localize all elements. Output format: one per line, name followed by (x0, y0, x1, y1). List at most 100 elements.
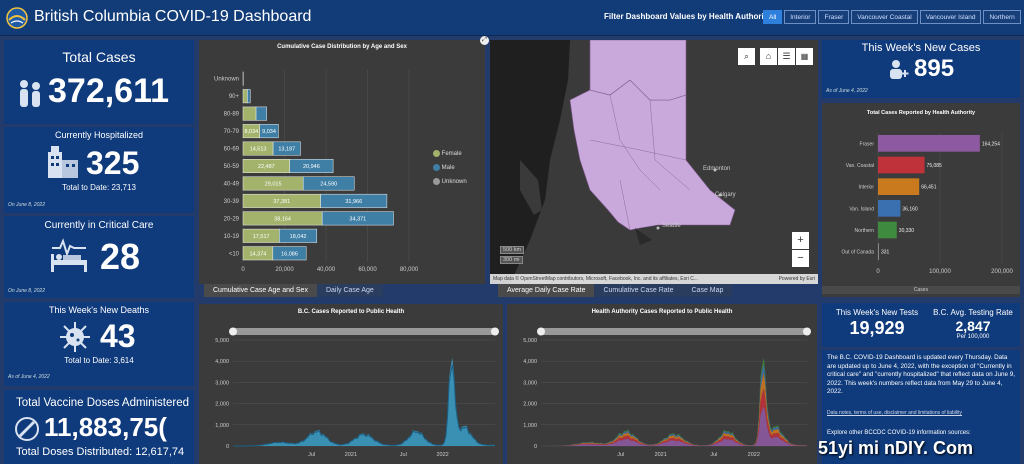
ts-y-tick: 1,000 (215, 423, 229, 429)
age-category-label: 80-89 (224, 112, 240, 118)
tab-daily-case-age[interactable]: Daily Case Age (316, 284, 383, 297)
age-bar-male (302, 176, 355, 191)
vaccine-distributed: Total Doses Distributed: 12,617,74 (16, 446, 185, 458)
new-cases-value: 895 (914, 55, 955, 82)
map-attribution: Map data © OpenStreetMap contributors, M… (490, 274, 818, 284)
age-bar-label: 38,164 (274, 216, 291, 222)
map-search-icon[interactable]: ⌕ (738, 48, 755, 65)
zoom-in-button[interactable]: + (792, 232, 809, 249)
critical-care-date: On June 8, 2022 (8, 288, 45, 294)
range-slider-handle-left (537, 327, 545, 336)
expand-icon[interactable]: ⤢ (480, 36, 489, 45)
age-chart-title: Cumulative Case Distribution by Age and … (277, 44, 407, 50)
filter-all[interactable]: All (763, 10, 783, 24)
vaccine-card: Total Vaccine Doses Administered 11,883,… (4, 390, 194, 464)
ts-x-tick: Jul (308, 452, 315, 458)
ha-chart-title: Total Cases Reported by Health Authority (866, 110, 976, 116)
age-category-label: 40-49 (224, 181, 240, 187)
ha-daily-chart-title: Health Authority Cases Reported to Publi… (591, 309, 733, 315)
tab-case-map[interactable]: Case Map (682, 284, 733, 297)
ts-y-tick: 4,000 (523, 359, 537, 365)
deaths-total: Total to Date: 3,614 (64, 356, 134, 365)
hospitalized-title: Currently Hospitalized (54, 130, 144, 140)
ha-bar-label: 36,160 (902, 206, 918, 212)
ts-y-tick: 2,000 (215, 402, 229, 408)
case-map[interactable]: Edmonton Calgary Seattle ⌕ ⌂ ☰ ▦ + − 500… (490, 40, 818, 284)
home-icon[interactable]: ⌂ (760, 48, 777, 65)
health-authority-chart-panel: Total Cases Reported by Health Authority… (822, 103, 1020, 297)
ha-bar (878, 135, 980, 152)
legend-unknown[interactable]: Unknown (433, 178, 467, 185)
age-bar-male (320, 193, 388, 208)
filter-vancouver-island[interactable]: Vancouver Island (919, 10, 982, 24)
total-cases-title: Total Cases (62, 49, 136, 65)
legend-female[interactable]: Female (433, 150, 467, 157)
filter-northern[interactable]: Northern (983, 10, 1021, 24)
map-canvas (490, 40, 818, 284)
ha-bar-label: 75,085 (927, 163, 943, 169)
filter-vancouver-coastal[interactable]: Vancouver Coastal (851, 10, 918, 24)
age-bar-label: 29,015 (265, 181, 282, 187)
ts-y-tick: 0 (226, 444, 229, 450)
health-authority-chart: 0 100,000 200,000 Fraser 164,254 Van. Coastal… (841, 133, 1014, 275)
ha-bar (878, 178, 920, 195)
info-panel: The B.C. COVID-19 Dashboard is updated e… (822, 350, 1020, 464)
zoom-out-button[interactable]: − (792, 250, 809, 267)
age-bar-male (289, 159, 334, 173)
total-cases-card: Total Cases 372,611 (4, 40, 194, 124)
vaccine-title: Total Vaccine Doses Administered (16, 397, 190, 409)
legend-male[interactable]: Male (433, 164, 467, 171)
ha-bar (878, 156, 925, 174)
age-x-tick: 80,000 (400, 267, 419, 273)
ha-category-label: Out of Canada (841, 250, 874, 256)
age-bar-label: 9,034 (262, 129, 276, 135)
page-title: British Columbia COVID-19 Dashboard (34, 8, 312, 25)
ha-bar-label: 164,254 (982, 141, 1000, 147)
filter-interior[interactable]: Interior (784, 10, 817, 24)
deaths-date: As of June 4, 2022 (8, 374, 50, 380)
age-bar-label: 14,374 (249, 251, 266, 257)
hospital-bed-icon (51, 238, 87, 272)
basemap-icon[interactable]: ▦ (796, 48, 813, 65)
legend-male-label: Male (441, 165, 455, 172)
scale-bar-mi: 300 mi (500, 256, 523, 264)
bc-7day-average-line (233, 364, 496, 447)
virus-icon (60, 322, 90, 352)
tab-cumulative-case-rate[interactable]: Cumulative Case Rate (594, 284, 683, 297)
city-label-seattle: Seattle (662, 223, 681, 229)
tab-cumulative-age-sex[interactable]: Cumulative Case Age and Sex (204, 284, 317, 297)
deaths-title: This Week's New Deaths (48, 305, 150, 315)
layer-list-icon[interactable]: ☰ (778, 48, 795, 65)
age-bar-male (247, 89, 251, 104)
age-bar-male (321, 211, 394, 226)
data-notes-link[interactable]: Data notes, terms of use, disclaimer and… (827, 410, 963, 416)
hospitalized-date: On June 8, 2022 (8, 202, 45, 208)
age-bar-label: 37,381 (273, 199, 290, 205)
range-slider-handle-right (491, 327, 499, 336)
age-bar-label: 20,946 (303, 164, 320, 170)
ha-bar-label: 30,330 (899, 228, 915, 234)
ts-y-tick: 1,000 (523, 423, 537, 429)
attribution-text: Map data © OpenStreetMap contributors, M… (493, 276, 699, 282)
age-x-tick: 20,000 (275, 267, 294, 273)
age-bar-female (242, 106, 257, 121)
bc-cases-chart-panel: B.C. Cases Reported to Public Health 0 1,… (199, 304, 503, 464)
ha-bar-label: 331 (881, 250, 890, 256)
filter-fraser[interactable]: Fraser (818, 10, 850, 24)
total-cases-value: 372,611 (48, 72, 170, 110)
ha-daily-cases-chart: 0 1,000 2,000 3,000 4,000 5,000 Jul 2021 Jul 2022 (523, 327, 811, 458)
age-x-tick: 40,000 (317, 267, 336, 273)
powered-by-esri[interactable]: Powered by Esri (778, 276, 815, 282)
filter-label: Filter Dashboard Values by Health Author… (604, 12, 774, 21)
age-bar-label: 34,371 (349, 216, 366, 222)
info-text: The B.C. COVID-19 Dashboard is updated e… (827, 354, 1016, 395)
tab-average-daily-case-rate[interactable]: Average Daily Case Rate (498, 284, 595, 297)
hospitalized-total: Total to Date: 23,713 (62, 183, 136, 192)
ha-category-label: Interior (858, 185, 874, 191)
age-bar-female (242, 89, 248, 104)
dashboard-header: British Columbia COVID-19 Dashboard Filt… (0, 0, 1024, 36)
age-bar-label: 13,187 (278, 147, 295, 153)
watermark: 51yi mi nDIY. Com (818, 438, 974, 458)
age-x-tick: 0 (241, 267, 245, 273)
age-x-tick: 60,000 (358, 267, 377, 273)
